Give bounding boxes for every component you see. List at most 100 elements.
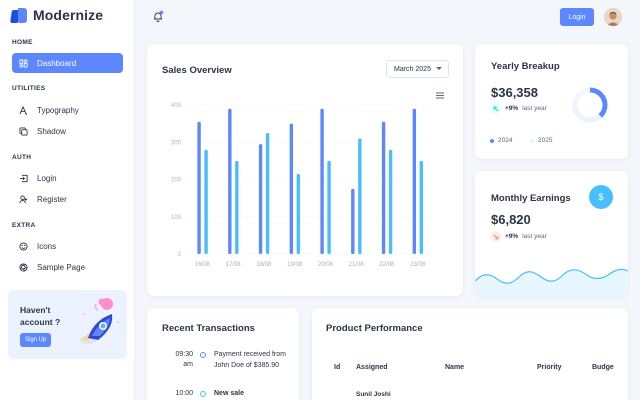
brand-name: Modernize: [33, 7, 104, 23]
sidebar-item-label: Login: [37, 173, 57, 183]
bar-18-08-s2[interactable]: [265, 132, 270, 254]
chart-menu-icon[interactable]: [436, 92, 444, 99]
yearly-donut-chart: [572, 87, 608, 123]
sign-up-button[interactable]: Sign Up: [20, 333, 52, 347]
sidebar-item-shadow[interactable]: Shadow: [12, 121, 123, 141]
timeline-time: 10:00: [175, 390, 193, 397]
bar-16-08-s1[interactable]: [197, 121, 201, 254]
nav-caption-auth: AUTH: [12, 154, 32, 161]
avatar[interactable]: [604, 8, 622, 26]
trend-period: last year: [522, 105, 547, 112]
sidebar-item-label: Register: [37, 194, 67, 204]
donut-slice-3: [572, 87, 608, 123]
typography-icon: [19, 105, 28, 115]
sales-overview-card: Sales Overview March 2025 0 100 200 300 400 1…: [147, 44, 463, 296]
bar-20-08-s2[interactable]: [327, 160, 331, 254]
mood-happy-icon: [19, 241, 28, 251]
month-select-value: March 2025: [394, 65, 431, 73]
card-title: Monthly Earnings: [491, 193, 571, 204]
timeline-time: 09:30 am: [175, 351, 193, 368]
card-title: Yearly Breakup: [491, 61, 560, 72]
x-tick-label: 16/08: [195, 262, 211, 268]
copy-icon: [19, 126, 28, 136]
arrow-up-left-icon: [490, 103, 501, 114]
card-title: Recent Transactions: [162, 323, 255, 334]
sidebar-item-register[interactable]: Register: [12, 189, 123, 209]
upgrade-promo-card: Haven't account ? Sign Up: [8, 290, 127, 359]
legend-label: 2024: [498, 137, 513, 144]
y-tick-label: 0: [178, 252, 182, 258]
sidebar-item-label: Shadow: [37, 126, 66, 136]
recent-transactions-card: Recent Transactions 09:30 am Payment rec…: [147, 308, 299, 400]
product-performance-card: Product Performance Id Assigned Name Pri…: [312, 308, 628, 400]
promo-text: Haven't account ?: [20, 305, 61, 327]
monthly-earnings-card: Monthly Earnings $ $6,820 +9% last year: [475, 171, 628, 296]
x-tick-label: 20/08: [318, 262, 334, 268]
bar-17-08-s1[interactable]: [228, 108, 232, 254]
bar-23-08-s1[interactable]: [412, 108, 417, 254]
bar-20-08-s1[interactable]: [320, 108, 324, 254]
donut-slice-2: [572, 87, 608, 123]
sidebar-item-label: Icons: [37, 241, 57, 251]
bar-16-08-s2[interactable]: [204, 149, 208, 254]
y-tick-label: 400: [171, 103, 182, 109]
nav-caption-utilities: UTILITIES: [12, 85, 46, 92]
sidebar-item-typography[interactable]: Typography: [12, 100, 123, 120]
modernize-logo-icon: [10, 7, 28, 23]
arrow-down-right-icon: [490, 231, 501, 242]
monthly-trend: +9% last year: [490, 231, 547, 242]
yearly-breakup-card: Yearly Breakup $36,358 +9% last year 202…: [475, 44, 628, 159]
y-tick-label: 200: [171, 178, 182, 184]
x-tick-label: 23/08: [410, 262, 426, 268]
earnings-sparkline: [475, 268, 628, 296]
nav-caption-home: HOME: [12, 39, 33, 46]
layout-dashboard-icon: [19, 58, 28, 68]
user-avatar-icon: [604, 8, 622, 26]
legend-label: 2025: [538, 137, 553, 144]
bar-22-08-s1[interactable]: [381, 121, 386, 254]
timeline-dot: [200, 352, 206, 358]
legend-dot: [530, 138, 534, 143]
timeline-dot: [200, 391, 206, 397]
bell-icon[interactable]: [152, 10, 164, 23]
legend-dot: [490, 138, 494, 143]
y-tick-label: 100: [171, 215, 182, 221]
yearly-trend: +9% last year: [490, 103, 547, 114]
column-header-assigned: Assigned: [356, 364, 388, 371]
bar-18-08-s1[interactable]: [258, 144, 263, 254]
sidebar-item-login[interactable]: Login: [12, 168, 123, 188]
bar-22-08-s2[interactable]: [388, 149, 393, 254]
sidebar-item-dashboard[interactable]: Dashboard: [12, 53, 123, 73]
chevron-down-icon: [436, 67, 442, 70]
bar-21-08-s2[interactable]: [358, 138, 362, 254]
bar-19-08-s1[interactable]: [289, 123, 294, 254]
timeline-text: Payment received from John Doe of $385.9…: [214, 351, 286, 369]
sidebar: Modernize HOME Dashboard UTILITIES Typog…: [0, 0, 135, 400]
sidebar-item-sample-page[interactable]: Sample Page: [12, 257, 123, 277]
user-plus-icon: [19, 194, 28, 204]
monthly-amount: $6,820: [491, 212, 531, 227]
table-cell-assigned: Sunil Joshi: [356, 391, 391, 398]
legend-item-2025: 2025: [530, 137, 552, 144]
bar-17-08-s2[interactable]: [235, 160, 239, 254]
brand-logo[interactable]: Modernize: [10, 6, 104, 24]
currency-dollar-icon: $: [589, 185, 613, 209]
trend-percent: +9%: [505, 233, 519, 240]
sidebar-item-label: Dashboard: [37, 58, 77, 68]
login-button[interactable]: Login: [560, 8, 594, 26]
x-tick-label: 21/08: [349, 262, 365, 268]
bar-23-08-s2[interactable]: [419, 160, 424, 254]
sidebar-item-icons[interactable]: Icons: [12, 236, 123, 256]
x-tick-label: 19/08: [287, 262, 303, 268]
sidebar-item-label: Typography: [37, 105, 79, 115]
column-header-id: Id: [334, 364, 341, 371]
yearly-amount: $36,358: [491, 85, 538, 100]
x-tick-label: 17/08: [226, 262, 242, 268]
bar-19-08-s2[interactable]: [296, 173, 301, 254]
column-header-name: Name: [445, 364, 465, 371]
bar-21-08-s1[interactable]: [351, 188, 355, 254]
month-select[interactable]: March 2025: [386, 60, 449, 78]
y-tick-label: 300: [171, 140, 182, 146]
column-header-budget: Budge: [592, 364, 614, 371]
nav-caption-extra: EXTRA: [12, 222, 36, 229]
